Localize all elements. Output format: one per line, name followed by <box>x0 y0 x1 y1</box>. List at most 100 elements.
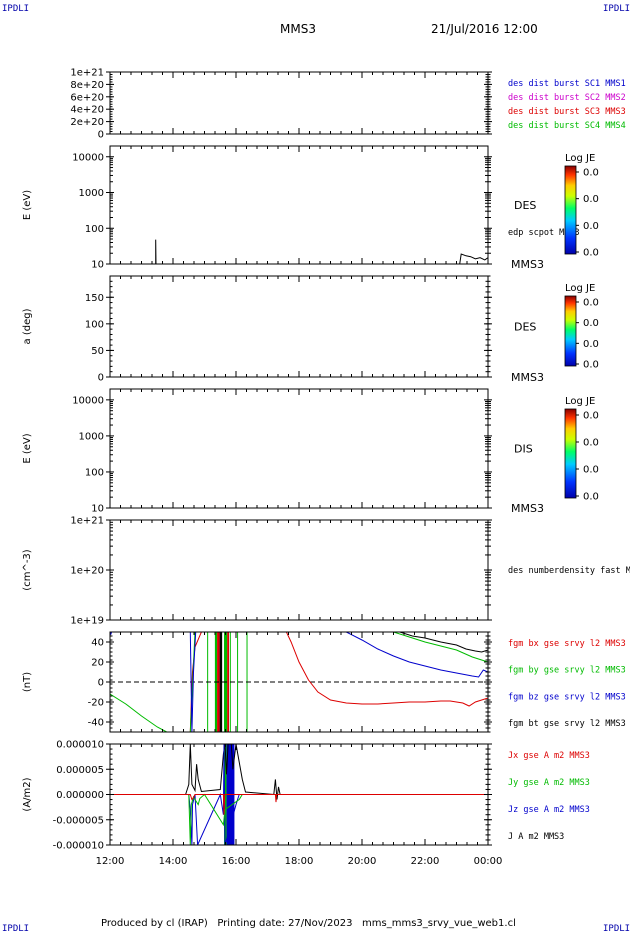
y-tick-label: 0 <box>98 373 104 384</box>
y-tick-label: 6e+20 <box>70 92 104 103</box>
series-line <box>155 239 488 264</box>
event-band <box>227 632 230 732</box>
legend-entry: Jz gse A m2 MMS3 <box>508 805 590 815</box>
y-axis-label: a (deg) <box>22 308 33 344</box>
legend-entry: des dist burst SC3 MMS3 <box>508 107 626 117</box>
color-bar <box>564 408 577 499</box>
color-bar <box>564 165 577 255</box>
color-bar-title: Log JE <box>565 283 595 294</box>
y-tick-label: 0.000005 <box>56 765 104 776</box>
y-tick-label: 8e+20 <box>70 80 104 91</box>
color-bar-tick-label: 0.0 <box>583 248 599 259</box>
panel-frame <box>109 71 489 135</box>
series-line <box>399 632 488 653</box>
legend-entry: fgm bx gse srvy l2 MMS3 <box>508 639 626 649</box>
legend-entry: J A m2 MMS3 <box>508 832 564 842</box>
spacecraft-title: MMS3 <box>280 22 316 36</box>
color-bar-tick-label: 0.0 <box>583 298 599 309</box>
species-label: DES <box>514 321 536 334</box>
legend-entry: des dist burst SC1 MMS1 <box>508 79 626 89</box>
y-tick-label: 0 <box>98 678 104 689</box>
y-tick-label: 100 <box>85 319 104 330</box>
color-bar <box>564 295 577 367</box>
y-tick-label: 1e+21 <box>70 516 104 527</box>
panel-frame <box>109 145 489 265</box>
x-tick-label: 18:00 <box>285 856 314 867</box>
spacecraft-label: MMS3 <box>511 371 544 384</box>
corner-label-top-left: IPDLI <box>2 4 30 14</box>
species-label: DIS <box>514 443 533 456</box>
event-band <box>219 632 223 732</box>
x-tick-label: 16:00 <box>222 856 251 867</box>
panel-numberdensity: 1e+19 1e+20 1e+21 (cm^-3) des numberdensity … <box>22 516 630 627</box>
x-tick-label: 20:00 <box>348 856 377 867</box>
color-bar-tick-label: 0.0 <box>583 492 599 503</box>
legend-entry: fgm bz gse srvy l2 MMS3 <box>508 692 626 702</box>
spacecraft-label: MMS3 <box>511 258 544 271</box>
y-tick-label: 0 <box>98 130 104 141</box>
y-tick-label: -20 <box>88 698 104 709</box>
panel-fgm: -40 -20 0 20 40 (nT) fgm bx gse srvy l2 MMS3 fg… <box>22 631 626 733</box>
color-bar-tick-label: 0.0 <box>583 194 599 205</box>
plot-area <box>155 239 488 264</box>
corner-label-bottom-right: IPDLI <box>603 924 630 934</box>
panel-frame <box>109 388 489 509</box>
panel-frame <box>109 275 489 378</box>
panel-dis-energy: 10 100 1000 10000 E (eV) DIS MMS3 Log JE 0.0 0.0 0… <box>22 388 599 515</box>
corner-label-bottom-left: IPDLI <box>2 924 30 934</box>
overlay-label: edp scpot MMS3 <box>508 228 580 238</box>
spacecraft-label: MMS3 <box>511 502 544 515</box>
footer-text: Produced by cl (IRAP) Printing date: 27/… <box>101 918 516 929</box>
y-tick-label: 10 <box>91 260 104 271</box>
y-axis-label: (nT) <box>22 672 33 692</box>
plot-area <box>110 744 488 845</box>
species-label: DES <box>514 199 536 212</box>
legend-entry: Jy gse A m2 MMS3 <box>508 778 590 788</box>
color-bar-tick-label: 0.0 <box>583 438 599 449</box>
x-tick-label: 00:00 <box>474 856 503 867</box>
y-axis-label: (cm^-3) <box>22 549 33 590</box>
legend-entry: des numberdensity fast M <box>508 566 630 576</box>
y-axis-label: E (eV) <box>22 190 33 220</box>
color-bar-tick-label: 0.0 <box>583 168 599 179</box>
y-tick-label: 10000 <box>72 152 104 163</box>
y-tick-label: 2e+20 <box>70 117 104 128</box>
series-line <box>110 632 488 732</box>
y-tick-label: 1e+21 <box>70 68 104 79</box>
x-tick-label: 14:00 <box>159 856 188 867</box>
y-tick-label: 1000 <box>79 431 104 442</box>
y-tick-label: 100 <box>85 224 104 235</box>
color-bar-tick-label: 0.0 <box>583 221 599 232</box>
y-tick-label: 0.000000 <box>56 790 104 801</box>
x-tick-label: 22:00 <box>411 856 440 867</box>
series-line <box>189 632 488 732</box>
plot-area <box>110 632 488 732</box>
y-tick-label: 100 <box>85 467 104 478</box>
y-axis-label: E (eV) <box>22 433 33 463</box>
y-tick-label: 50 <box>91 346 104 357</box>
panel-des-pitch: 0 50 100 150 a (deg) DES MMS3 Log JE 0.0 0.0 0.0 0.… <box>22 275 599 384</box>
x-tick-label: 12:00 <box>96 856 125 867</box>
y-tick-label: -0.000010 <box>53 841 104 852</box>
y-tick-label: -0.000005 <box>53 815 104 826</box>
y-axis-label: (A/m2) <box>22 777 33 811</box>
legend-entry: fgm bt gse srvy l2 MMS3 <box>508 719 626 729</box>
series-line <box>110 793 488 845</box>
corner-label-top-right: IPDLI <box>603 4 630 14</box>
y-tick-label: 10 <box>91 504 104 515</box>
color-bar-tick-label: 0.0 <box>583 318 599 329</box>
y-tick-label: 150 <box>85 293 104 304</box>
y-tick-label: 1e+20 <box>70 566 104 577</box>
y-tick-label: 20 <box>91 658 104 669</box>
series-line <box>110 744 488 800</box>
color-bar-tick-label: 0.0 <box>583 465 599 476</box>
y-tick-label: 1e+19 <box>70 616 104 627</box>
y-tick-label: 1000 <box>79 188 104 199</box>
color-bar-title: Log JE <box>565 396 595 407</box>
series-line <box>110 794 488 815</box>
y-tick-label: -40 <box>88 718 104 729</box>
color-bar-tick-label: 0.0 <box>583 360 599 371</box>
series-line <box>110 632 488 732</box>
